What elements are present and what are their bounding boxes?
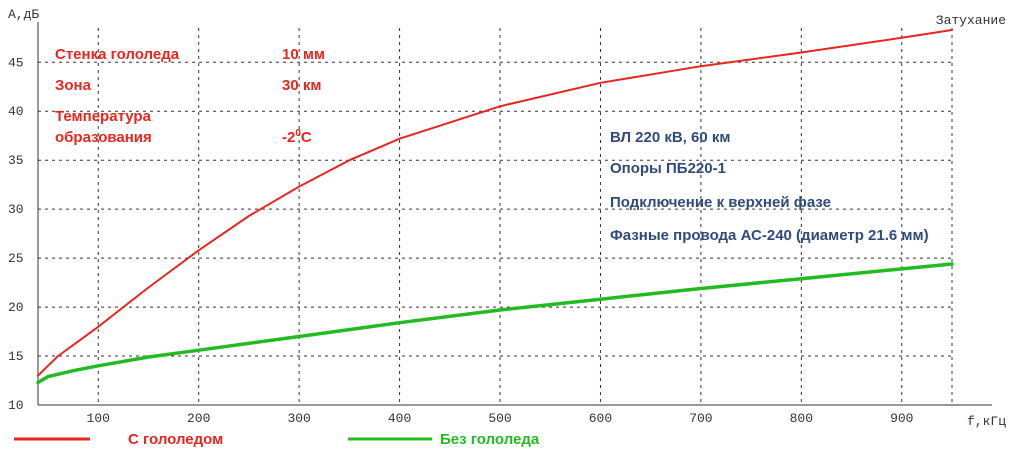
supports-text: Опоры ПБ220-1 [610, 160, 726, 177]
x-tick-label-600: 600 [589, 411, 612, 426]
connection-text: Подключение к верхней фазе [610, 194, 831, 211]
y-tick-label-35: 35 [8, 153, 24, 168]
series-line-without-ice [36, 262, 954, 385]
y-tick-label-45: 45 [8, 55, 24, 70]
x-tick-labels: 100 200 300 400 500 600 700 800 900 [87, 411, 914, 426]
x-tick-label-900: 900 [890, 411, 913, 426]
grid [38, 28, 953, 405]
x-tick-label-300: 300 [287, 411, 310, 426]
axes [37, 22, 992, 406]
temperature-label-line1: Температура [55, 108, 152, 125]
x-tick-label-200: 200 [187, 411, 210, 426]
legend: С гололедом Без гололеда [14, 431, 540, 448]
zone-label: Зона [55, 77, 92, 94]
wires-text: Фазные провода АС-240 (диаметр 21.6 мм) [610, 227, 929, 244]
series-lines [36, 29, 954, 385]
ice-wall-value: 10 мм [282, 46, 325, 63]
x-axis-label: f,кГц [967, 414, 1006, 429]
y-tick-label-25: 25 [8, 251, 24, 266]
x-tick-label-800: 800 [790, 411, 813, 426]
y-tick-labels: 10 15 20 25 30 35 40 45 [8, 55, 24, 413]
x-tick-label-500: 500 [488, 411, 511, 426]
zone-value: 30 км [282, 77, 321, 94]
temperature-label-line2: образования [55, 129, 152, 146]
y-tick-label-40: 40 [8, 104, 24, 119]
y-tick-label-15: 15 [8, 349, 24, 364]
x-tick-label-400: 400 [388, 411, 411, 426]
temperature-value: -20С [282, 128, 312, 146]
x-tick-label-100: 100 [87, 411, 110, 426]
legend-label-ice: С гололедом [128, 431, 223, 448]
y-tick-label-10: 10 [8, 398, 24, 413]
line-info-text: ВЛ 220 кВ, 60 км [610, 129, 730, 146]
ice-wall-label: Стенка гололеда [55, 46, 180, 63]
y-tick-label-30: 30 [8, 202, 24, 217]
legend-label-no-ice: Без гололеда [440, 431, 540, 448]
chart-title: Затухание [936, 13, 1006, 28]
x-tick-label-700: 700 [689, 411, 712, 426]
y-tick-label-20: 20 [8, 300, 24, 315]
y-axis-label: А,дБ [8, 7, 39, 22]
